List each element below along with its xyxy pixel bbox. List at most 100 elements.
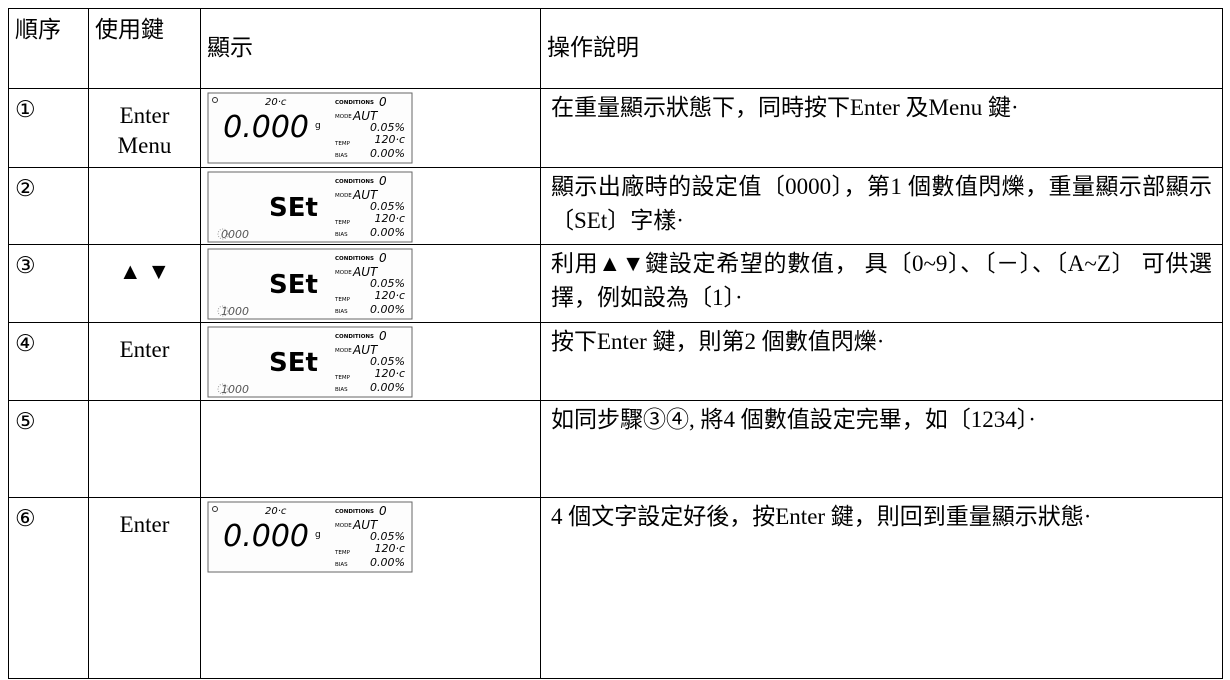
key-name: ▲ ▼ [118,259,171,284]
lcd-label: BIAS [335,387,348,393]
lcd-label: BIAS [335,232,348,238]
lcd-label: CONDITIONS [335,334,374,340]
lcd-value: 0.00% [370,147,405,160]
key-name: Enter [119,337,170,362]
lcd-flash [217,305,229,317]
lcd-label: TEMP [334,550,351,556]
lcd-label: CONDITIONS [335,509,374,515]
description-text: 4 個文字設定好後，按Enter 鍵，則回到重量顯示狀態· [551,504,1092,529]
lcd-label: MODE [335,270,352,276]
header-cell: 操作說明 [540,8,1223,88]
lcd-value: 0.00% [370,303,405,316]
keys-cell: Enter [88,497,200,679]
lcd-label: BIAS [335,309,348,315]
display-cell: SEt 1000 CONDITIONS 0 MODE AUT 0.05% TEMP 120·c B… [200,244,540,322]
lcd-value: 0.05% [370,121,405,134]
lcd-label: TEMP [334,375,351,381]
lcd-value: 0.05% [370,355,405,368]
lcd-value: 0 [379,504,387,518]
step-cell: ⑥ [8,497,88,679]
lcd-value: AUT [352,265,379,279]
lcd-label: MODE [335,193,352,199]
lcd-label: CONDITIONS [335,256,374,262]
step-number: ⑥ [15,506,36,531]
step-number: ⑤ [15,409,36,434]
header-text: 顯示 [207,35,253,60]
header-text: 操作說明 [547,35,639,60]
header-cell: 顯示 [200,8,540,88]
lcd-label: MODE [335,114,352,120]
description-text: 在重量顯示狀態下，同時按下Enter 及Menu 鍵· [551,95,1019,120]
lcd-label: BIAS [335,153,348,159]
step-number: ② [15,176,36,201]
lcd-weight: 0.000 [223,519,309,554]
lcd-frame [207,501,413,573]
lcd-frame [207,171,413,243]
header-text: 順序 [15,17,61,42]
lcd-value: 120·c [374,212,405,225]
lcd-flash [217,383,229,395]
lcd-indicator [212,97,218,103]
lcd-value: 0.00% [370,556,405,569]
step-number: ④ [15,331,36,356]
keys-cell: Enter [88,322,200,400]
lcd-temp: 20·c [265,506,287,517]
lcd-label: TEMP [334,297,351,303]
keys-cell [88,400,200,497]
display-cell: SEt 1000 CONDITIONS 0 MODE AUT 0.05% TEMP 120·c B… [200,322,540,400]
lcd-frame [207,248,413,320]
step-cell: ② [8,167,88,244]
header-text: 使用鍵 [95,17,164,42]
keys-cell [88,167,200,244]
display-cell: SEt 0000 CONDITIONS 0 MODE AUT 0.05% TEMP 120·c B… [200,167,540,244]
lcd-main: SEt [269,348,318,378]
step-number: ① [15,97,36,122]
description-text: 顯示出廠時的設定值〔0000〕，第1 個數值閃爍，重量顯示部顯示〔SEt〕字樣· [551,174,1212,233]
lcd-label: TEMP [334,141,351,147]
description-text: 利用▲▼鍵設定希望的數值， 具〔0~9〕、〔－〕、〔A~Z〕 可供選擇，例如設為… [551,251,1212,310]
lcd-temp: 20·c [265,97,287,108]
lcd-value: 120·c [374,133,405,146]
lcd-value: 120·c [374,289,405,302]
description-cell: 顯示出廠時的設定值〔0000〕，第1 個數值閃爍，重量顯示部顯示〔SEt〕字樣· [540,167,1223,244]
description-cell: 如同步驟③④, 將4 個數值設定完畢，如〔1234〕· [540,400,1223,497]
lcd-label: TEMP [334,220,351,226]
step-cell: ④ [8,322,88,400]
lcd-weight: 0.000 [223,110,309,145]
lcd-main: SEt [269,193,318,223]
lcd-value: 0 [379,174,387,188]
lcd-label: CONDITIONS [335,100,374,106]
lcd-value: 0.05% [370,277,405,290]
key-name: Enter [119,103,170,128]
lcd-value: 120·c [374,542,405,555]
key-name: Menu [117,133,172,158]
lcd-value: 0 [379,329,387,343]
keys-cell: Enter Menu [88,88,200,167]
description-cell: 在重量顯示狀態下，同時按下Enter 及Menu 鍵· [540,88,1223,167]
lcd-value: 0.00% [370,226,405,239]
lcd-value: 0 [379,95,387,109]
lcd-code: 1000 [221,383,249,396]
lcd-label: BIAS [335,562,348,568]
step-cell: ③ [8,244,88,322]
description-cell: 利用▲▼鍵設定希望的數值， 具〔0~9〕、〔－〕、〔A~Z〕 可供選擇，例如設為… [540,244,1223,322]
lcd-value: 0 [379,251,387,265]
key-name: Enter [119,512,170,537]
lcd-frame [207,326,413,398]
description-cell: 4 個文字設定好後，按Enter 鍵，則回到重量顯示狀態· [540,497,1223,679]
lcd-value: AUT [352,343,379,357]
lcd-label: CONDITIONS [335,179,374,185]
step-cell: ① [8,88,88,167]
display-cell: 20·c 0.000 g CONDITIONS 0 MODE AUT 0.05% TEMP 120… [200,497,540,679]
lcd-main: SEt [269,270,318,300]
lcd-label: MODE [335,348,352,354]
lcd-unit: g [315,121,321,131]
header-cell: 使用鍵 [88,8,200,88]
lcd-flash [217,228,229,240]
lcd-indicator [212,506,218,512]
lcd-label: MODE [335,523,352,529]
